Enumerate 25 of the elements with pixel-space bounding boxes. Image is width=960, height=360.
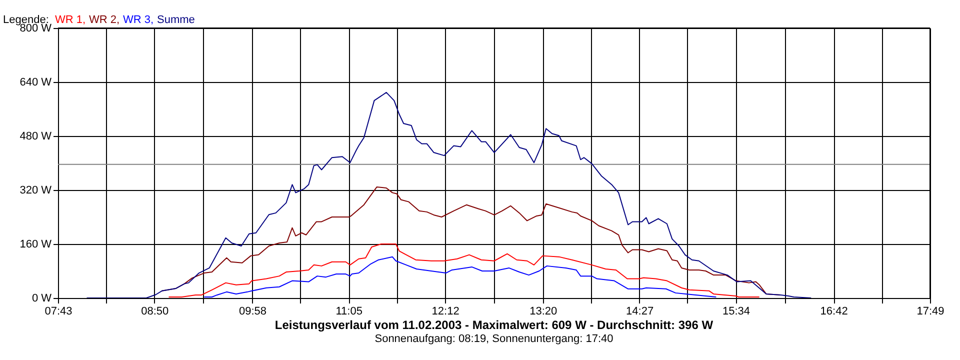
y-tick-label: 320 W <box>20 184 52 196</box>
text: Summe <box>157 14 195 26</box>
x-tick-label: 13:20 <box>530 306 558 318</box>
y-tick-label: 480 W <box>20 130 52 142</box>
line-series <box>168 244 760 298</box>
text: WR 1, <box>55 14 86 26</box>
y-tick-label: 160 W <box>20 238 52 250</box>
text: Sonnenaufgang: 08:19, Sonnenuntergang: 17:40 <box>374 333 614 345</box>
y-tick-label: 640 W <box>20 76 52 88</box>
text: WR 2, <box>89 14 120 26</box>
x-tick-label: 07:43 <box>44 306 72 318</box>
x-tick-label: 17:49 <box>916 306 944 318</box>
text: Leistungsverlauf vom 11.02.2003 - Maximalwert: 609 W - Durchschnitt: 396 W <box>274 318 714 332</box>
line-series <box>204 256 717 298</box>
x-tick-label: 08:50 <box>141 306 169 318</box>
line-series <box>86 92 812 298</box>
x-tick-label: 15:34 <box>722 306 750 318</box>
x-tick-label: 09:58 <box>238 306 267 318</box>
x-tick-label: 11:05 <box>336 306 362 318</box>
x-tick-label: 16:42 <box>820 306 848 318</box>
text: WR 3, <box>123 14 154 26</box>
x-tick-label: 12:12 <box>432 306 460 318</box>
y-tick-label: 0 W <box>32 292 52 304</box>
x-tick-label: 14:27 <box>626 306 654 318</box>
legend-title: Legende: <box>3 14 49 26</box>
